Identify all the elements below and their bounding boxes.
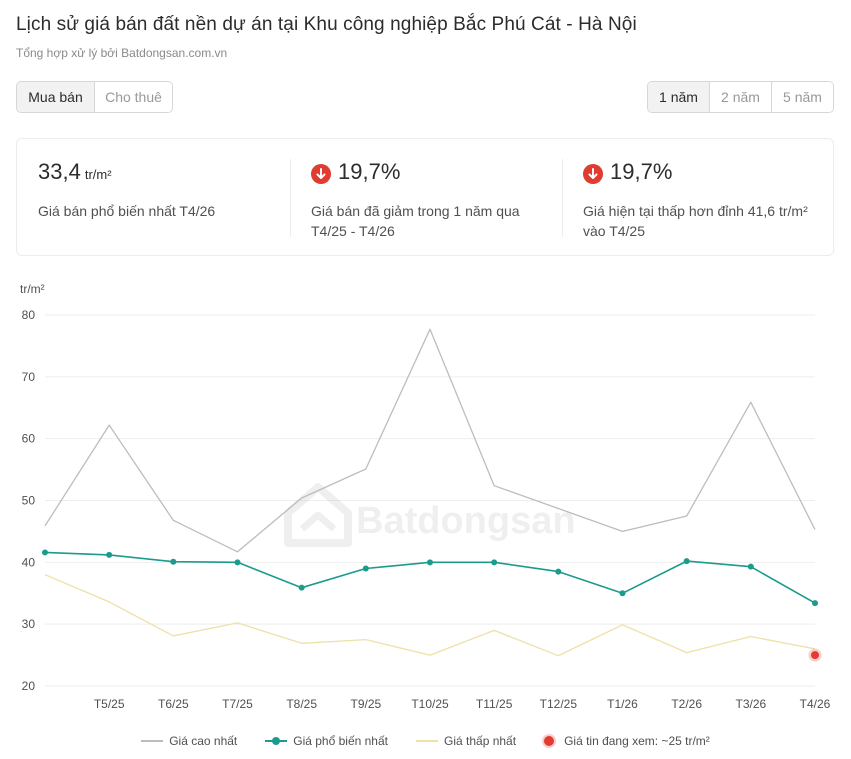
legend-item-low[interactable]: Giá thấp nhất	[416, 734, 516, 748]
x-tick-label: T7/25	[222, 697, 253, 711]
data-point-common	[491, 559, 498, 566]
data-point-common	[812, 600, 818, 607]
listing-type-toggle: Mua bán Cho thuê	[16, 81, 173, 113]
x-tick-label: T4/26	[800, 697, 831, 711]
stat-description: Giá hiện tại thấp hơn đỉnh 41,6 tr/m² và…	[583, 203, 808, 239]
tab-mua-ban[interactable]: Mua bán	[17, 82, 94, 112]
data-point-common	[234, 559, 241, 566]
arrow-down-icon	[583, 164, 603, 184]
stat-unit: tr/m²	[84, 167, 112, 182]
legend-label: Giá tin đang xem: ~25 tr/m²	[564, 734, 710, 748]
batdongsan-watermark: Batdongsan	[284, 483, 576, 547]
series-lines	[42, 328, 818, 657]
page-subtitle: Tổng hợp xử lý bởi Batdongsan.com.vn	[16, 46, 228, 60]
stat-from-peak: 19,7% Giá hiện tại thấp hơn đỉnh 41,6 tr…	[562, 139, 834, 255]
x-tick-label: T1/26	[607, 697, 638, 711]
y-axis-unit: tr/m²	[20, 282, 45, 296]
stat-yearly-change: 19,7% Giá bán đã giảm trong 1 năm qua T4…	[290, 139, 562, 255]
current-listing-marker	[808, 648, 822, 662]
legend-swatch	[265, 737, 288, 745]
data-point-common	[683, 558, 690, 565]
y-tick-label: 70	[22, 370, 36, 384]
data-point-common	[42, 549, 48, 556]
data-point-common	[298, 584, 305, 591]
x-tick-label: T11/25	[476, 697, 513, 711]
series-line-high	[44, 328, 816, 553]
x-tick-label: T2/26	[671, 697, 702, 711]
stat-description: Giá bán phổ biến nhất T4/26	[38, 203, 216, 219]
tab-5-years[interactable]: 5 năm	[771, 82, 833, 112]
legend-item-high[interactable]: Giá cao nhất	[141, 734, 237, 748]
page-title: Lịch sử giá bán đất nền dự án tại Khu cô…	[16, 14, 637, 35]
y-tick-label: 20	[22, 679, 36, 693]
stat-common-price: 33,4 tr/m² Giá bán phổ biến nhất T4/26	[17, 139, 290, 255]
marker-dot	[811, 651, 819, 660]
stats-card: 33,4 tr/m² Giá bán phổ biến nhất T4/26 1…	[16, 138, 834, 256]
y-tick-label: 80	[22, 308, 36, 322]
x-tick-label: T5/25	[94, 697, 125, 711]
data-point-common	[619, 590, 626, 597]
tab-1-year[interactable]: 1 năm	[648, 82, 709, 112]
data-point-common	[427, 559, 433, 566]
x-tick-label: T3/26	[735, 697, 766, 711]
x-tick-label: T6/25	[158, 697, 189, 711]
legend-item-common[interactable]: Giá phổ biến nhất	[265, 734, 388, 748]
chart-legend: Giá cao nhất Giá phổ biến nhất Giá thấp …	[0, 734, 851, 748]
price-history-chart[interactable]: Batdongsan tr/m² 20 30 40 50 60 70 80 T5/25 T6/…	[0, 270, 851, 725]
watermark-text: Batdongsan	[356, 500, 576, 542]
period-toggle: 1 năm 2 năm 5 năm	[647, 81, 834, 113]
x-tick-label: T12/25	[540, 697, 578, 711]
arrow-down-icon	[311, 164, 331, 184]
data-point-common	[170, 558, 177, 565]
data-point-common	[555, 568, 562, 575]
stat-value: 33,4	[38, 159, 81, 184]
legend-item-current[interactable]: Giá tin đang xem: ~25 tr/m²	[544, 734, 710, 748]
data-point-common	[747, 563, 754, 570]
y-axis-ticks: 20 30 40 50 60 70 80	[22, 308, 36, 693]
tab-2-years[interactable]: 2 năm	[709, 82, 771, 112]
x-tick-label: T9/25	[350, 697, 381, 711]
y-tick-label: 30	[22, 617, 36, 631]
stat-value: 19,7%	[338, 159, 401, 184]
y-tick-label: 60	[22, 432, 36, 446]
y-tick-label: 50	[22, 494, 36, 508]
red-dot-icon	[544, 736, 555, 746]
data-point-common	[362, 565, 369, 572]
divider	[562, 159, 563, 237]
y-tick-label: 40	[22, 555, 36, 569]
series-line-low	[44, 574, 816, 657]
legend-swatch	[141, 740, 164, 742]
x-tick-label: T8/25	[286, 697, 317, 711]
legend-label: Giá cao nhất	[169, 734, 238, 748]
divider	[290, 159, 291, 237]
tab-cho-thue[interactable]: Cho thuê	[94, 82, 172, 112]
legend-label: Giá thấp nhất	[444, 734, 517, 748]
x-axis-ticks: T5/25 T6/25 T7/25 T8/25 T9/25 T10/25 T11/25 T12…	[94, 697, 831, 711]
stat-value: 19,7%	[610, 159, 673, 184]
x-tick-label: T10/25	[411, 697, 449, 711]
legend-swatch	[416, 740, 438, 742]
data-point-common	[106, 551, 113, 558]
stat-description: Giá bán đã giảm trong 1 năm qua T4/25 - …	[311, 203, 520, 239]
legend-label: Giá phổ biến nhất	[293, 734, 388, 748]
